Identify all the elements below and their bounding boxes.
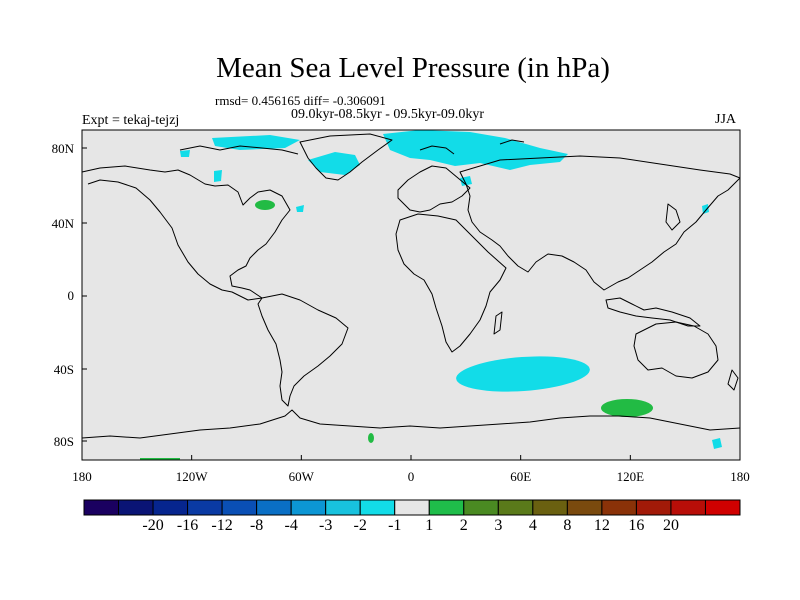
season-label: JJA bbox=[715, 112, 737, 127]
colorbar-swatch bbox=[187, 499, 223, 516]
colorbar-label: 8 bbox=[563, 517, 572, 534]
lon-tick-label: 60E bbox=[510, 469, 531, 484]
coast-japan bbox=[665, 203, 681, 231]
southern-ocean-negative-region bbox=[456, 356, 590, 392]
antarctic-positive-region bbox=[601, 399, 653, 417]
colorbar-swatch bbox=[635, 499, 672, 516]
periods-text: 09.0kyr-08.5kyr - 09.5kyr-09.0kyr bbox=[291, 107, 485, 122]
lon-tick-label: 120W bbox=[176, 469, 209, 484]
coast-arctic-islands bbox=[179, 139, 525, 155]
small-negative-patch-2 bbox=[180, 150, 190, 157]
colorbar-label: 1 bbox=[425, 517, 434, 534]
coast-australia bbox=[633, 321, 719, 379]
colorbar-swatch bbox=[394, 499, 430, 516]
colorbar-swatch bbox=[428, 499, 465, 516]
lon-tick-label: 0 bbox=[408, 469, 415, 484]
colorbar-label: 3 bbox=[494, 517, 503, 534]
colorbar-label: -2 bbox=[353, 517, 367, 534]
lat-tick-label: 40S bbox=[54, 362, 74, 377]
colorbar-swatch bbox=[601, 499, 637, 516]
colorbar-label: -16 bbox=[176, 517, 199, 534]
small-negative-patch-1 bbox=[214, 170, 222, 182]
coast-indonesia bbox=[605, 297, 701, 327]
colorbar-label: 2 bbox=[459, 517, 468, 534]
small-negative-patch-3 bbox=[702, 204, 709, 214]
lat-tick-label: 80N bbox=[52, 141, 75, 156]
colorbar-swatch bbox=[359, 499, 396, 516]
map-title: Mean Sea Level Pressure (in hPa) bbox=[216, 52, 610, 84]
lat-tick-label: 40N bbox=[52, 216, 75, 231]
coast-north-america bbox=[81, 165, 291, 301]
coast-madagascar bbox=[493, 311, 503, 335]
longitude-axis: 180 120W 60W 0 60E 120E 180 bbox=[72, 455, 750, 484]
lon-tick-label: 180 bbox=[72, 469, 92, 484]
coast-greenland bbox=[299, 133, 393, 181]
lon-tick-label: 120E bbox=[617, 469, 645, 484]
coast-antarctica bbox=[81, 409, 741, 439]
colorbar-swatch bbox=[325, 499, 361, 516]
colorbar-swatch bbox=[704, 499, 741, 516]
lon-tick-label: 180 bbox=[730, 469, 750, 484]
coastlines bbox=[81, 133, 741, 439]
coast-africa bbox=[395, 213, 507, 353]
lat-tick-label: 80S bbox=[54, 434, 74, 449]
lon-tick-label: 60W bbox=[289, 469, 315, 484]
colorbar-swatch bbox=[290, 499, 327, 516]
experiment-label: Expt = tekaj-tejzj bbox=[82, 113, 180, 128]
colorbar-label: 20 bbox=[662, 517, 679, 534]
coast-south-america bbox=[257, 293, 349, 407]
colorbar-label: 16 bbox=[628, 517, 645, 534]
colorbar-swatch bbox=[532, 499, 568, 516]
colorbar-swatch bbox=[83, 499, 120, 516]
coast-asia bbox=[459, 155, 741, 291]
greenland-negative-patch bbox=[308, 152, 360, 175]
colorbar-swatch bbox=[256, 499, 292, 516]
colorbar-label: -4 bbox=[284, 517, 298, 534]
colorbar-swatch bbox=[497, 499, 534, 516]
colorbar-swatch bbox=[463, 499, 499, 516]
colorbar-label: 4 bbox=[528, 517, 537, 534]
colorbar-label: -8 bbox=[249, 517, 264, 534]
canada-negative-patch bbox=[212, 135, 300, 150]
colorbar-label: -3 bbox=[319, 517, 333, 534]
colorbar-swatch bbox=[566, 499, 603, 516]
negative-anomaly-regions bbox=[180, 130, 722, 449]
small-negative-patch-5 bbox=[296, 205, 304, 212]
hudson-bay-positive-region bbox=[255, 200, 275, 210]
positive-anomaly-regions bbox=[140, 200, 653, 460]
small-positive-patch bbox=[368, 433, 374, 443]
colorbar-label: 12 bbox=[593, 517, 610, 534]
colorbar-swatch bbox=[670, 499, 706, 516]
coast-europe bbox=[397, 165, 471, 213]
colorbar-label: -12 bbox=[211, 517, 233, 534]
colorbar bbox=[83, 499, 741, 516]
arctic-negative-region bbox=[383, 130, 568, 170]
small-negative-patch-6 bbox=[712, 438, 722, 449]
colorbar-label: -1 bbox=[388, 517, 402, 534]
stats-text: rmsd= 0.456165 diff= -0.306091 bbox=[215, 93, 386, 108]
bottom-positive-strip bbox=[140, 458, 180, 460]
colorbar-swatch bbox=[118, 499, 154, 516]
colorbar-swatch bbox=[152, 499, 189, 516]
colorbar-label: -20 bbox=[142, 517, 164, 534]
colorbar-swatch bbox=[221, 499, 258, 516]
lat-tick-label: 0 bbox=[68, 288, 75, 303]
coast-new-zealand bbox=[727, 369, 739, 391]
latitude-axis: 80N 40N 0 40S 80S bbox=[52, 141, 87, 449]
